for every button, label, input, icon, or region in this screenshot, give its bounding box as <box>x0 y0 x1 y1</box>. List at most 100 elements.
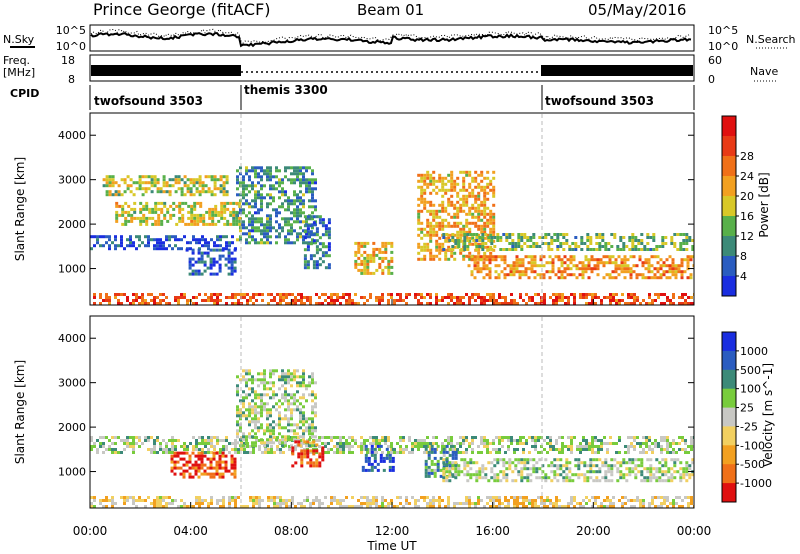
heatmap-cell <box>209 457 213 461</box>
heatmap-cell <box>324 496 327 499</box>
heatmap-cell <box>453 215 457 219</box>
heatmap-cell <box>148 207 152 211</box>
heatmap-cell <box>269 226 272 230</box>
heatmap-cell <box>156 505 159 508</box>
heatmap-cell <box>278 432 281 436</box>
heatmap-cell <box>459 302 462 305</box>
heatmap-cell <box>266 426 269 430</box>
heatmap-cell <box>639 442 642 445</box>
heatmap-cell <box>504 451 507 454</box>
heatmap-cell <box>682 467 686 471</box>
heatmap-cell <box>254 393 257 397</box>
heatmap-cell <box>201 184 205 188</box>
heatmap-cell <box>438 173 442 177</box>
heatmap-cell <box>594 439 597 442</box>
heatmap-cell <box>471 236 475 240</box>
heatmap-cell <box>168 439 171 442</box>
heatmap-cell <box>456 209 460 213</box>
heatmap-cell <box>189 247 192 251</box>
heatmap-cell <box>183 502 186 505</box>
heatmap-cell <box>544 233 548 236</box>
heatmap-cell <box>230 269 234 273</box>
heatmap-cell <box>318 452 322 456</box>
heatmap-cell <box>643 476 647 480</box>
heatmap-cell <box>637 458 641 462</box>
heatmap-cell <box>192 178 196 182</box>
heatmap-cell <box>236 390 239 394</box>
heatmap-cell <box>348 436 351 439</box>
heatmap-cell <box>478 470 482 474</box>
heatmap-cell <box>629 270 633 274</box>
heatmap-cell <box>615 299 618 302</box>
heatmap-cell <box>242 438 245 442</box>
heatmap-cell <box>372 247 376 251</box>
heatmap-cell <box>448 248 452 251</box>
heatmap-cell <box>202 216 206 220</box>
heatmap-cell <box>631 461 635 465</box>
heatmap-cell <box>512 261 516 265</box>
heatmap-cell <box>251 235 254 239</box>
heatmap-cell <box>581 267 585 271</box>
heatmap-cell <box>281 187 284 191</box>
heatmap-cell <box>561 505 564 508</box>
heatmap-cell <box>651 302 654 305</box>
heatmap-cell <box>260 169 263 173</box>
heatmap-cell <box>555 442 558 445</box>
heatmap-cell <box>678 505 681 508</box>
heatmap-cell <box>276 302 279 305</box>
heatmap-cell <box>363 259 367 263</box>
heatmap-cell <box>189 190 193 194</box>
heatmap-cell <box>608 276 612 280</box>
heatmap-cell <box>581 276 585 280</box>
heatmap-cell <box>236 441 239 445</box>
heatmap-cell <box>669 302 672 305</box>
heatmap-cell <box>278 235 281 239</box>
heatmap-cell <box>427 465 431 469</box>
heatmap-cell <box>466 479 470 483</box>
heatmap-cell <box>342 448 345 451</box>
heatmap-cell <box>573 505 576 508</box>
heatmap-cell <box>441 224 445 228</box>
heatmap-cell <box>245 214 248 218</box>
heatmap-cell <box>372 256 376 260</box>
heatmap-cell <box>190 216 194 220</box>
heatmap-cell <box>237 451 240 454</box>
heatmap-cell <box>287 438 290 442</box>
heatmap-cell <box>192 238 195 242</box>
heatmap-cell <box>490 470 494 474</box>
heatmap-cell <box>300 299 303 302</box>
heatmap-cell <box>510 439 513 442</box>
heatmap-cell <box>255 496 258 499</box>
heatmap-cell <box>441 209 445 213</box>
heatmap-cell <box>495 496 498 499</box>
heatmap-cell <box>664 470 668 474</box>
heatmap-cell <box>282 296 285 299</box>
heatmap-cell <box>489 227 493 231</box>
heatmap-cell <box>287 420 290 424</box>
heatmap-cell <box>276 496 279 499</box>
heatmap-cell <box>306 461 310 465</box>
heatmap-cell <box>390 256 394 260</box>
heatmap-cell <box>345 302 348 305</box>
heatmap-cell <box>278 190 281 194</box>
heatmap-cell <box>364 459 368 463</box>
heatmap-cell <box>528 436 531 439</box>
heatmap-cell <box>305 420 308 424</box>
heatmap-cell <box>311 172 314 176</box>
heatmap-cell <box>543 293 546 296</box>
heatmap-cell <box>688 473 692 477</box>
heatmap-cell <box>624 451 627 454</box>
heatmap-cell <box>299 402 302 406</box>
heatmap-cell <box>186 505 189 508</box>
heatmap-cell <box>646 242 650 245</box>
heatmap-cell <box>429 248 433 252</box>
heatmap-cell <box>582 448 585 451</box>
heatmap-cell <box>640 239 644 242</box>
heatmap-cell <box>114 247 117 251</box>
heatmap-cell <box>378 439 381 442</box>
heatmap-cell <box>459 251 463 255</box>
heatmap-cell <box>182 457 186 461</box>
heatmap-cell <box>245 408 248 412</box>
colorbar-swatch <box>722 156 736 177</box>
